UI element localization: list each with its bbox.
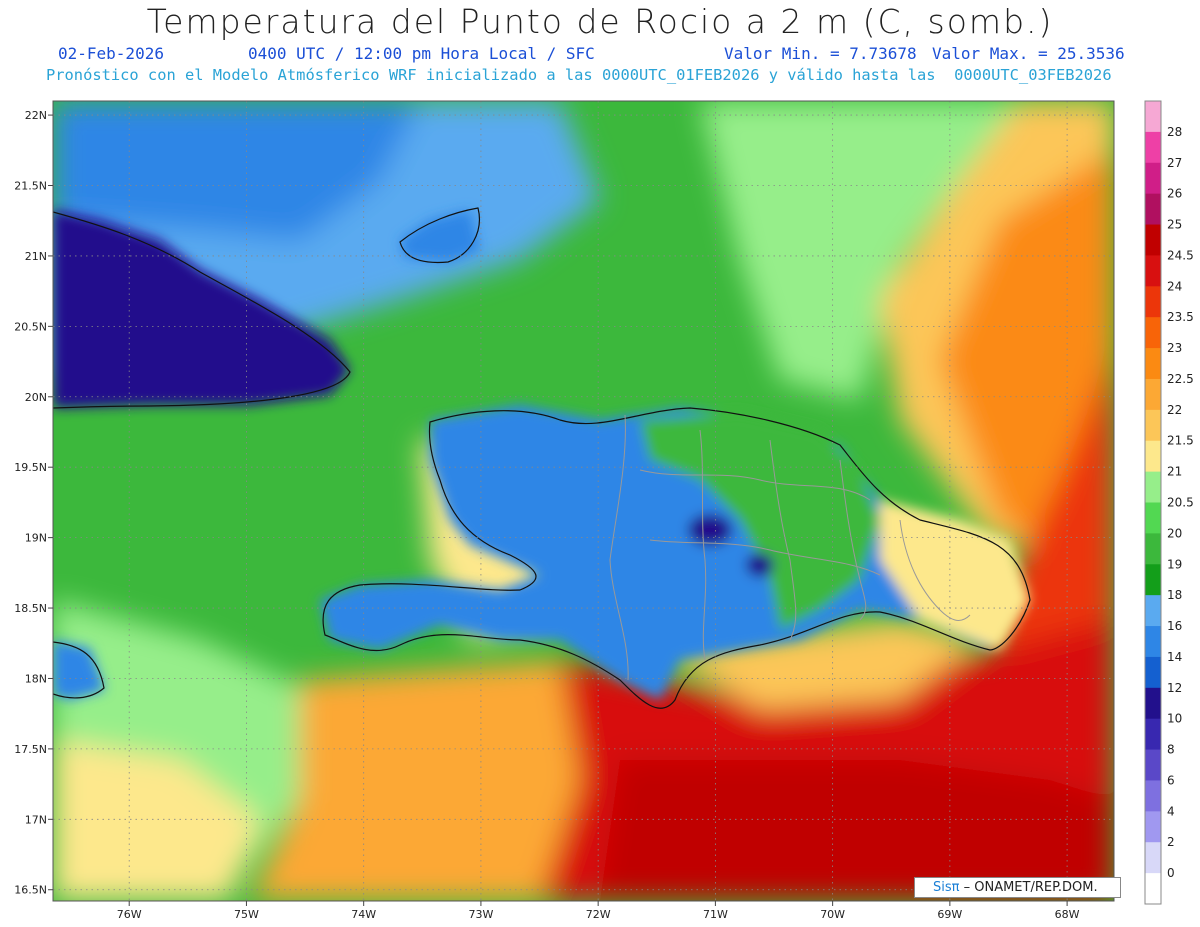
legend-level-label: 10	[1167, 712, 1182, 726]
legend-level-label: 20.5	[1167, 496, 1194, 510]
legend-swatch	[1145, 502, 1161, 534]
legend-level-label: 23.5	[1167, 310, 1194, 324]
legend-swatch	[1145, 131, 1161, 164]
legend-swatch	[1145, 162, 1161, 195]
sispi-logo-text: Sisπ	[933, 880, 960, 895]
legend-swatch	[1145, 626, 1161, 658]
lat-tick-label: 19N	[25, 532, 47, 545]
lat-tick-label: 17.5N	[14, 743, 47, 756]
latitude-axis: 22N 21.5N 21N 20.5N 20N 19.5N 19N 18.5N 18N 17.5N…	[14, 109, 53, 897]
credit-org: – ONAMET/REP.DOM.	[959, 880, 1098, 895]
legend-level-label: 4	[1167, 804, 1175, 818]
legend-swatch	[1145, 286, 1161, 318]
lon-tick-label: 70W	[820, 908, 845, 921]
grid-lines	[53, 101, 1114, 901]
legend-level-label: 18	[1167, 588, 1182, 602]
model-info-line: Pronóstico con el Modelo Atmósferico WRF…	[46, 66, 1112, 84]
legend-level-label: 24	[1167, 279, 1182, 293]
legend-swatch	[1145, 409, 1161, 442]
legend-level-label: 2	[1167, 835, 1175, 849]
legend-level-label: 14	[1167, 650, 1182, 664]
max-value-label: Valor Max. = 25.3536	[932, 44, 1125, 63]
lon-tick-label: 74W	[351, 908, 376, 921]
legend-level-label: 24.5	[1167, 248, 1194, 262]
time-label: 0400 UTC / 12:00 pm Hora Local / SFC	[248, 44, 595, 63]
lon-tick-label: 68W	[1055, 908, 1080, 921]
lat-tick-label: 20N	[25, 391, 47, 404]
legend-level-label: 20	[1167, 526, 1182, 540]
lat-tick-label: 16.5N	[14, 884, 47, 897]
legend-swatch	[1145, 595, 1161, 627]
lon-tick-label: 72W	[586, 908, 611, 921]
lon-tick-label: 76W	[117, 908, 142, 921]
date-label: 02-Feb-2026	[58, 44, 164, 63]
legend-swatch	[1145, 687, 1161, 720]
legend-frame	[1144, 100, 1162, 905]
lon-tick-label: 75W	[234, 908, 259, 921]
legend-level-label: 26	[1167, 187, 1182, 201]
legend-level-label: 21.5	[1167, 434, 1194, 448]
legend-swatch	[1145, 101, 1161, 133]
legend-swatch	[1145, 533, 1161, 565]
credit-box: Sisπ – ONAMET/REP.DOM.	[914, 877, 1121, 898]
lat-tick-label: 17N	[25, 813, 47, 826]
legend-swatch	[1145, 811, 1161, 843]
lat-tick-label: 19.5N	[14, 461, 47, 474]
legend-swatch	[1145, 718, 1161, 751]
legend-swatch	[1145, 656, 1161, 689]
legend-swatch	[1145, 255, 1161, 287]
legend-level-label: 28	[1167, 125, 1182, 139]
legend-swatch	[1145, 749, 1161, 781]
legend-level-label: 22.5	[1167, 372, 1194, 386]
legend-level-label: 6	[1167, 773, 1175, 787]
legend-swatch	[1145, 378, 1161, 411]
province-borders	[609, 414, 971, 681]
map-title: Temperatura del Punto de Rocio a 2 m (C,…	[146, 2, 1054, 41]
legend-swatch	[1145, 873, 1161, 905]
legend-level-label: 25	[1167, 218, 1182, 232]
legend-swatch	[1145, 564, 1161, 596]
legend-level-label: 23	[1167, 341, 1182, 355]
legend-level-label: 0	[1167, 866, 1175, 880]
legend-swatch	[1145, 842, 1161, 874]
coastlines	[53, 207, 1031, 709]
legend-swatch	[1145, 471, 1161, 503]
legend-swatch	[1145, 193, 1161, 226]
legend-swatch	[1145, 440, 1161, 473]
lat-tick-label: 22N	[25, 109, 47, 122]
legend-swatch	[1145, 348, 1161, 380]
legend-level-label: 22	[1167, 403, 1182, 417]
lon-tick-label: 73W	[468, 908, 493, 921]
legend-swatch	[1145, 224, 1161, 256]
legend-swatch	[1145, 317, 1161, 349]
lat-tick-label: 18.5N	[14, 602, 47, 615]
lat-tick-label: 20.5N	[14, 320, 47, 333]
lon-tick-label: 71W	[703, 908, 728, 921]
legend-level-label: 27	[1167, 156, 1182, 170]
lat-tick-label: 21N	[25, 250, 47, 263]
legend-swatch	[1145, 780, 1161, 812]
legend-level-label: 16	[1167, 619, 1182, 633]
longitude-axis: 76W 75W 74W 73W 72W 71W 70W 69W 68W	[117, 901, 1080, 921]
lat-tick-label: 18N	[25, 672, 47, 685]
legend-level-label: 19	[1167, 557, 1182, 571]
map-frame	[52, 100, 1115, 902]
lon-tick-label: 69W	[937, 908, 962, 921]
color-legend: 2827262524.52423.52322.52221.52120.52019…	[1144, 100, 1194, 905]
legend-level-label: 21	[1167, 465, 1182, 479]
map-field	[53, 101, 1114, 901]
legend-level-label: 12	[1167, 681, 1182, 695]
lat-tick-label: 21.5N	[14, 180, 47, 193]
min-value-label: Valor Min. = 7.73678	[724, 44, 917, 63]
legend-level-label: 8	[1167, 743, 1175, 757]
